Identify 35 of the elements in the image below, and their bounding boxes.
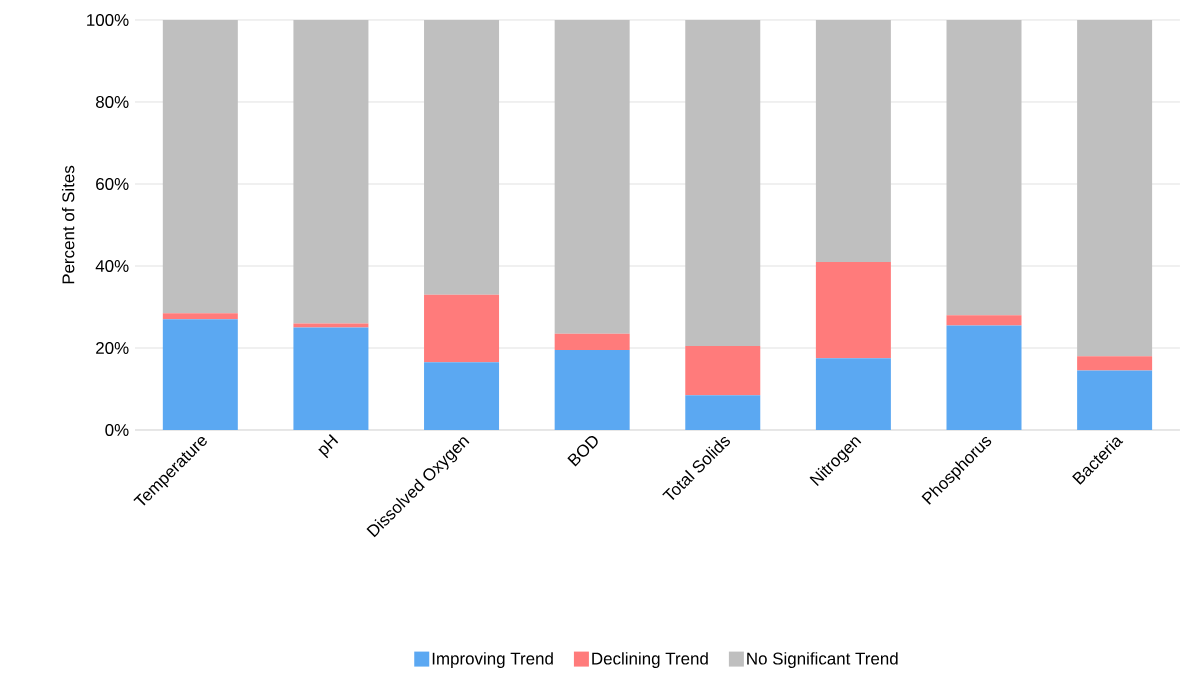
bar <box>162 313 238 320</box>
bar <box>1077 370 1153 430</box>
bar <box>815 19 891 262</box>
bar <box>424 19 500 295</box>
bar <box>554 350 630 430</box>
x-tick-label: pH <box>318 434 339 459</box>
y-tick-label: 0% <box>105 423 129 436</box>
bar <box>424 294 500 363</box>
bar <box>424 362 500 430</box>
bar <box>1077 19 1153 357</box>
y-tick-label: 20% <box>96 341 129 354</box>
bar <box>293 327 369 430</box>
y-tick-label: 40% <box>95 259 129 272</box>
y-tick-label: 80% <box>96 95 129 108</box>
bar <box>946 19 1022 316</box>
bar <box>685 19 761 346</box>
bar <box>293 323 369 328</box>
bar <box>162 19 238 314</box>
y-tick-label: 60% <box>96 177 129 190</box>
bar <box>946 315 1022 326</box>
bar <box>815 358 891 430</box>
legend-label: Declining Trend <box>592 652 708 668</box>
bar <box>293 19 369 324</box>
bar <box>946 325 1022 430</box>
bar <box>554 19 630 334</box>
bar <box>685 345 761 396</box>
bar <box>685 395 761 430</box>
bar <box>554 333 630 351</box>
bar <box>1077 356 1153 371</box>
bar <box>162 319 238 430</box>
y-tick-label: 100% <box>87 13 129 26</box>
legend-label: No Significant Trend <box>747 652 898 668</box>
legend-label: Improving Trend <box>432 652 553 668</box>
bar <box>815 261 891 359</box>
y-axis-title: Percent of Sites <box>61 165 75 284</box>
